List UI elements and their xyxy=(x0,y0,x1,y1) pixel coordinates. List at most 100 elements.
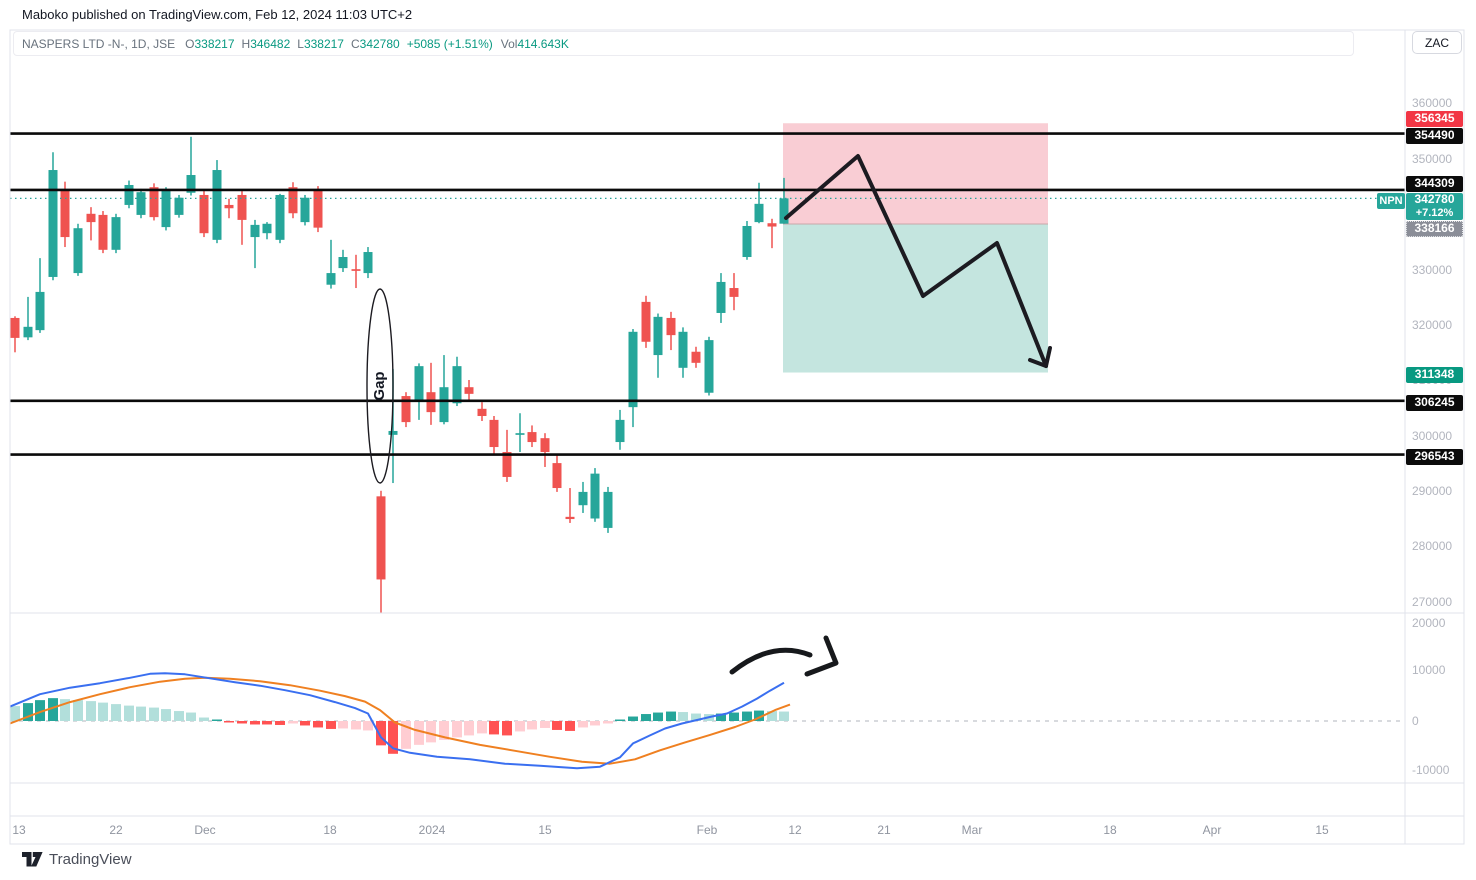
publish-attribution: Maboko published on TradingView.com, Feb… xyxy=(22,7,413,22)
candle-body xyxy=(615,419,625,443)
high-label: H xyxy=(241,36,251,51)
time-axis-label: Apr xyxy=(1202,823,1222,837)
candle-body xyxy=(237,194,247,220)
macd-histogram-bar xyxy=(10,706,20,721)
macd-histogram-bar xyxy=(351,721,361,730)
candle-body xyxy=(262,223,272,234)
candle-body xyxy=(326,273,336,285)
time-axis-label: 22 xyxy=(109,823,123,837)
tradingview-logo[interactable]: TradingView xyxy=(22,851,132,868)
price-level-badge: 354490 xyxy=(1406,128,1463,144)
candle-body xyxy=(10,317,20,338)
volume-value: 414.643K xyxy=(517,36,569,51)
candle-body xyxy=(578,491,588,506)
price-level-badge: 342780 +7.12% xyxy=(1406,192,1463,220)
macd-histogram-bar xyxy=(439,721,449,740)
price-axis-label: 360000 xyxy=(1412,96,1453,110)
time-axis-label: Mar xyxy=(961,823,983,837)
chart-border xyxy=(9,29,1465,845)
price-axis-label: 300000 xyxy=(1412,429,1453,443)
macd-histogram-bar xyxy=(149,707,159,721)
low-label: L xyxy=(297,36,304,51)
candle-body xyxy=(363,252,373,274)
candle-body xyxy=(313,189,323,228)
candle-body xyxy=(250,224,260,238)
macd-histogram-bar xyxy=(716,713,726,721)
candle-body xyxy=(388,430,398,435)
symbol-title: NASPERS LTD -N-, 1D, JSE xyxy=(22,36,176,51)
candle-body xyxy=(174,197,184,215)
macd-line xyxy=(9,672,785,770)
low-value: 338217 xyxy=(303,36,344,51)
macd-histogram-bar xyxy=(136,706,146,721)
macd-histogram-bar xyxy=(60,699,70,721)
change-value: +5085 (+1.51%) xyxy=(406,36,493,51)
candle-body xyxy=(275,194,285,240)
macd-histogram-bar xyxy=(729,712,739,721)
time-axis-label: 18 xyxy=(1103,823,1117,837)
candle-body xyxy=(86,213,96,223)
price-axis-label: 0 xyxy=(1412,714,1419,728)
time-axis-label: 18 xyxy=(323,823,337,837)
candle-body xyxy=(489,419,499,448)
macd-histogram-bar xyxy=(275,721,285,725)
macd-histogram-bar xyxy=(73,700,83,721)
macd-histogram-bar xyxy=(767,711,777,721)
price-axis-label: 290000 xyxy=(1412,484,1453,498)
macd-histogram-bar xyxy=(212,719,222,721)
candle-body xyxy=(779,198,789,224)
time-axis-label: 15 xyxy=(538,823,552,837)
macd-signal-line xyxy=(9,676,791,765)
candle-body xyxy=(716,281,726,313)
symbol-price-badge: NPN xyxy=(1377,193,1405,209)
price-axis-label: 350000 xyxy=(1412,152,1453,166)
candle-body xyxy=(376,496,386,580)
risk-zone xyxy=(783,123,1048,224)
price-axis-label: 330000 xyxy=(1412,263,1453,277)
macd-histogram-bar xyxy=(628,716,638,721)
macd-histogram-bar xyxy=(199,717,209,721)
macd-histogram-bar xyxy=(477,721,487,734)
time-axis-label: Feb xyxy=(696,823,718,837)
macd-histogram-bar xyxy=(262,721,272,725)
candle-body xyxy=(161,189,171,228)
macd-histogram-bar xyxy=(414,721,424,745)
macd-histogram-bar xyxy=(300,721,310,726)
candle-body xyxy=(552,463,562,489)
projection-arrowhead xyxy=(1028,346,1052,368)
currency-button[interactable]: ZAC xyxy=(1412,31,1462,54)
candle-body xyxy=(515,433,525,435)
macd-histogram-bar xyxy=(426,721,436,743)
candle-body xyxy=(439,387,449,423)
candle-body xyxy=(666,317,676,336)
candle-body xyxy=(351,269,361,271)
macd-histogram-bar xyxy=(515,721,525,732)
macd-histogram-bar xyxy=(452,721,462,738)
macd-histogram-bar xyxy=(224,721,234,723)
macd-histogram-bar xyxy=(98,702,108,721)
candle-body xyxy=(502,452,512,477)
price-axis-label: 10000 xyxy=(1412,663,1446,677)
time-axis-label: 2024 xyxy=(418,823,446,837)
macd-histogram-bar xyxy=(565,721,575,731)
candle-body xyxy=(565,516,575,520)
symbol-legend[interactable]: NASPERS LTD -N-, 1D, JSE O 338217 H 3464… xyxy=(13,31,1354,56)
macd-histogram-bar xyxy=(502,721,512,736)
macd-histogram-bar xyxy=(23,703,33,721)
momentum-arrowhead xyxy=(804,635,839,677)
candle-body xyxy=(300,197,310,223)
price-level-badge: 311348 xyxy=(1406,367,1463,383)
macd-histogram-bar xyxy=(678,712,688,721)
macd-histogram-bar xyxy=(124,705,134,721)
macd-histogram-bar xyxy=(590,721,600,726)
candle-body xyxy=(540,438,550,453)
close-value: 342780 xyxy=(359,36,400,51)
macd-histogram-bar xyxy=(161,709,171,721)
volume-label: Vol xyxy=(500,36,518,51)
candle-body xyxy=(426,392,436,413)
macd-histogram-bar xyxy=(388,721,398,754)
candle-body xyxy=(111,217,121,250)
